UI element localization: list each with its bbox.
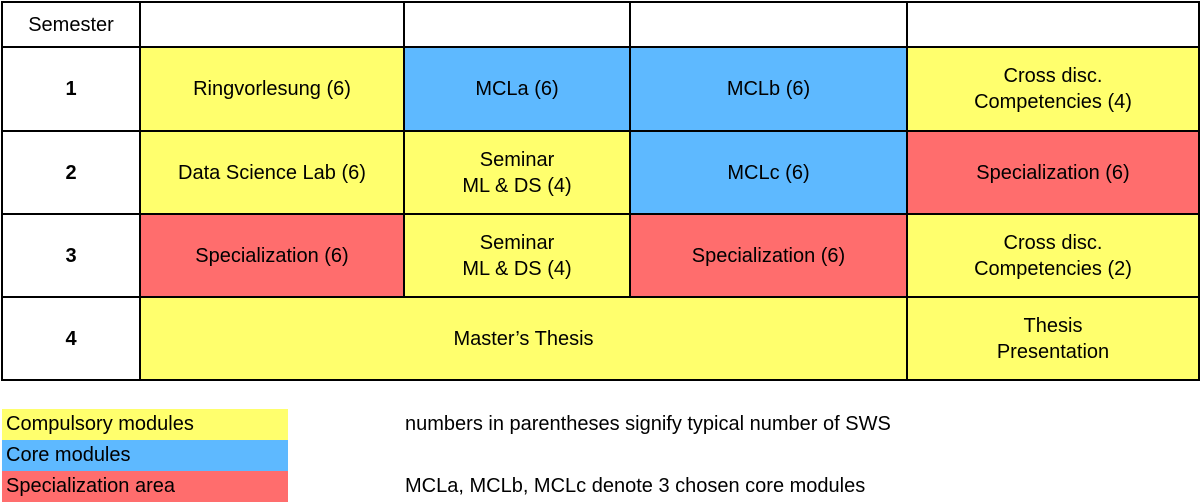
semester-1: 1 [65, 78, 77, 100]
semester-4: 4 [65, 327, 77, 350]
module-cell: Master’s Thesis [140, 297, 907, 380]
legend-specialization: Specialization area [2, 471, 288, 502]
module-cell: MCLc (6) [630, 131, 907, 214]
grid-line [1, 379, 1200, 381]
legend-core: Core modules [2, 440, 288, 471]
module-cell: MCLb (6) [630, 47, 907, 131]
grid-line [403, 1, 405, 297]
module-cell: MCLa (6) [404, 47, 630, 131]
legend-compulsory: Compulsory modules [2, 409, 288, 440]
module-cell: Data Science Lab (6) [140, 131, 404, 214]
module-cell: Seminar ML & DS (4) [404, 131, 630, 214]
note-sws: numbers in parentheses signify typical n… [405, 413, 891, 435]
module-cell: Specialization (6) [140, 214, 404, 297]
module-cell: Thesis Presentation [907, 297, 1199, 380]
semester-3: 3 [65, 244, 77, 267]
module-cell: Cross disc. Competencies (4) [907, 47, 1199, 131]
header-semester: Semester [28, 13, 114, 36]
module-cell: Specialization (6) [630, 214, 907, 297]
grid-line [1, 1, 3, 381]
module-cell: Cross disc. Competencies (2) [907, 214, 1199, 297]
grid-line [1, 1, 1200, 3]
grid-line [1, 296, 1200, 298]
grid-line [139, 1, 141, 381]
grid-line [1198, 1, 1200, 381]
grid-line [1, 213, 1200, 215]
module-cell: Specialization (6) [907, 131, 1199, 214]
grid-line [1, 130, 1200, 132]
grid-line [1, 46, 1200, 48]
module-cell: Ringvorlesung (6) [140, 47, 404, 131]
note-core-modules: MCLa, MCLb, MCLc denote 3 chosen core mo… [405, 475, 866, 497]
grid-line [906, 1, 908, 381]
semester-2: 2 [65, 161, 77, 184]
module-cell: Seminar ML & DS (4) [404, 214, 630, 297]
grid-line [629, 1, 631, 297]
